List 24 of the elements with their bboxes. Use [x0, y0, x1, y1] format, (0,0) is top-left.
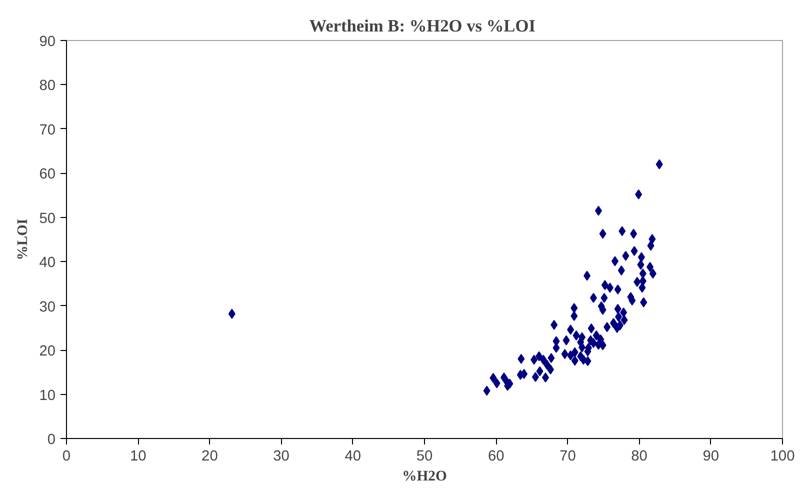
y-tick-label: 20 — [39, 344, 56, 360]
x-tick-label: 50 — [416, 448, 433, 464]
x-tick-label: 40 — [344, 448, 362, 464]
y-tick-label: 10 — [39, 388, 56, 404]
y-tick-label: 90 — [39, 34, 56, 50]
x-tick-label: 10 — [130, 448, 146, 464]
x-tick-label: 0 — [62, 448, 71, 464]
y-axis-title: %LOI — [15, 218, 32, 260]
y-tick-label: 30 — [39, 299, 56, 316]
y-tick-label: 40 — [39, 255, 56, 272]
x-tick-label: 80 — [631, 448, 648, 464]
x-tick-label: 100 — [770, 448, 795, 464]
y-tick-label: 60 — [39, 166, 56, 183]
x-tick-label: 20 — [202, 448, 218, 464]
x-tick-label: 90 — [702, 448, 720, 464]
y-tick-label: 80 — [39, 78, 56, 94]
y-tick-label: 70 — [39, 122, 56, 138]
x-tick-label: 70 — [560, 448, 576, 464]
chart-title: Wertheim B: %H2O vs %LOI — [309, 16, 536, 36]
x-tick-label: 60 — [488, 448, 504, 464]
y-tick-label: 50 — [39, 210, 56, 227]
y-tick-label: 0 — [47, 432, 56, 448]
x-tick-label: 30 — [273, 448, 290, 464]
x-axis-title: %H2O — [402, 468, 447, 484]
